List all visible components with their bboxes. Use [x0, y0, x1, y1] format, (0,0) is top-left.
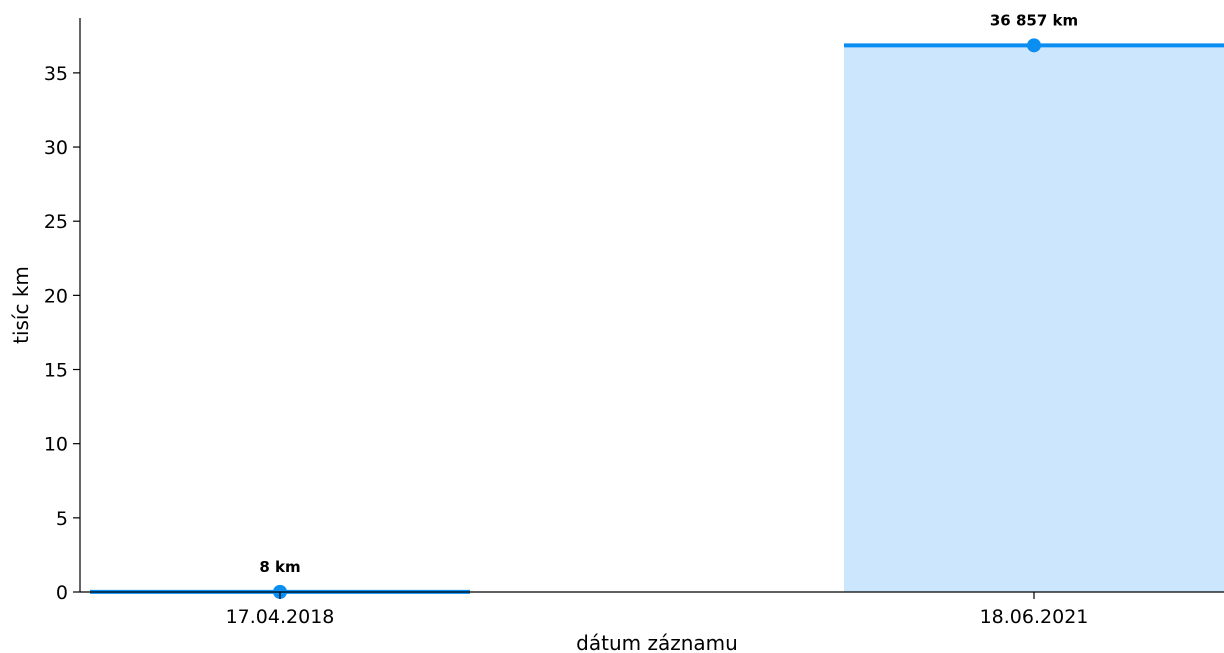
- y-axis-title: tisíc km: [9, 266, 33, 344]
- y-tick-label: 20: [44, 285, 68, 307]
- y-tick-label: 25: [44, 211, 68, 233]
- y-tick-label: 10: [44, 434, 68, 456]
- data-point: [1027, 38, 1041, 53]
- y-tick-label: 30: [44, 137, 68, 159]
- y-tick-label: 5: [56, 508, 68, 530]
- x-axis-title: dátum záznamu: [576, 631, 738, 653]
- bar: [844, 45, 1224, 593]
- x-axis-ticks: 17.04.2018 18.06.2021: [226, 592, 1089, 628]
- y-tick-label: 15: [44, 360, 68, 382]
- x-tick-label: 18.06.2021: [980, 606, 1089, 628]
- data-label: 8 km: [259, 558, 300, 576]
- y-tick-label: 35: [44, 63, 68, 85]
- bars-layer: 8 km 36 857 km: [90, 11, 1224, 599]
- data-label: 36 857 km: [990, 11, 1078, 29]
- y-tick-label: 0: [56, 582, 68, 604]
- y-axis-ticks: 0 5 10 15 20 25 30 35: [44, 63, 80, 604]
- x-tick-label: 17.04.2018: [226, 606, 335, 628]
